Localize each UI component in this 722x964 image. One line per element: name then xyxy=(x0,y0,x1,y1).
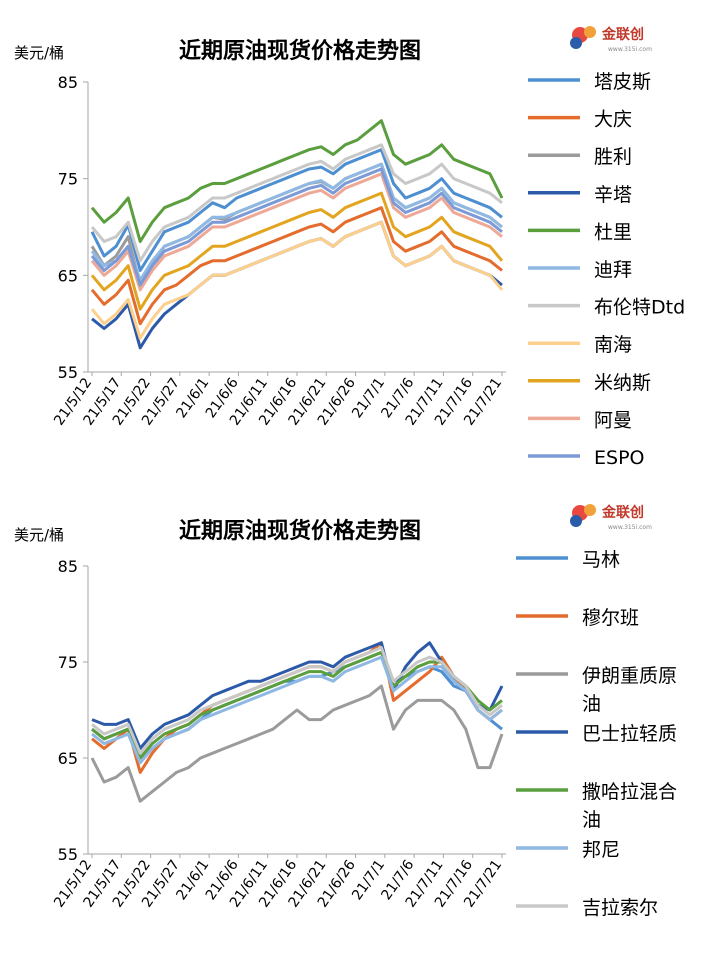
logo-mark-orange xyxy=(584,504,596,516)
legend-label-line: 伊朗重质原 xyxy=(582,665,677,687)
legend-label-line: 油 xyxy=(582,809,601,831)
legend-label: 南海 xyxy=(594,334,632,356)
legend-label: 辛塔 xyxy=(594,184,632,206)
logo-mark-blue xyxy=(570,37,582,49)
series-line-5 xyxy=(90,119,504,243)
legend-label: 布伦特Dtd xyxy=(594,297,685,319)
legend-label: 迪拜 xyxy=(594,259,632,281)
logo-sub: www.315i.com xyxy=(608,46,652,53)
series-line-8 xyxy=(90,220,504,340)
legend-label: 穆尔班 xyxy=(582,607,639,629)
logo-text: 金联创 xyxy=(601,26,644,43)
brand-logo: 金联创 www.315i.com xyxy=(570,26,652,53)
chart-title: 近期原油现货价格走势图 xyxy=(179,518,421,544)
series-line-11 xyxy=(90,167,503,287)
y-tick-label: 65 xyxy=(58,749,78,768)
legend-label: 大庆 xyxy=(594,109,632,131)
logo-mark-blue xyxy=(570,515,582,527)
series-line-6 xyxy=(91,655,503,765)
legend-label: 塔皮斯 xyxy=(594,71,651,93)
plot-area: 5565758521/5/1221/5/1721/5/2221/5/2721/6… xyxy=(51,557,506,911)
series-line-9 xyxy=(90,191,504,311)
legend-label: 阿曼 xyxy=(594,409,632,431)
y-axis-label: 美元/桶 xyxy=(14,44,64,62)
logo-text: 金联创 xyxy=(601,504,644,521)
legend-label: ESPO xyxy=(594,447,644,469)
series-line-5 xyxy=(91,650,503,760)
chart-top: 近期原油现货价格走势图 美元/桶 金联创 www.315i.com 55 65 75… xyxy=(14,26,685,469)
legend-label-line: 油 xyxy=(582,693,601,715)
y-tick-label: 55 xyxy=(58,363,78,382)
legend-label: 巴士拉轻质 xyxy=(582,723,677,745)
y-tick-label: 55 xyxy=(58,845,78,864)
logo-mark-orange xyxy=(584,26,596,38)
series-line-1 xyxy=(90,148,503,272)
brand-logo: 金联创 www.315i.com xyxy=(570,504,652,531)
y-tick-label: 85 xyxy=(58,557,78,576)
plot-area: 5565758521/5/1221/5/1721/5/2221/5/2721/6… xyxy=(51,73,506,429)
legend-label: 邦尼 xyxy=(582,839,620,861)
legend-label: 吉拉索尔 xyxy=(582,897,658,919)
y-tick-label: 65 xyxy=(58,266,78,285)
series-line-4 xyxy=(91,641,504,750)
legend-label: 撒哈拉混合油 xyxy=(582,781,677,831)
series-line-10 xyxy=(90,172,503,292)
y-tick-label: 85 xyxy=(58,73,78,92)
series-line-3 xyxy=(90,684,504,803)
legend-label: 马林 xyxy=(582,549,620,571)
chart-panel-top: 近期原油现货价格走势图 美元/桶 金联创 www.315i.com 55 65 75… xyxy=(14,26,685,469)
series-line-7 xyxy=(91,646,503,755)
chart-panel-bottom: 近期原油现货价格走势图 美元/桶 金联创 www.315i.com 55 65 75… xyxy=(0,482,722,964)
series-line-2 xyxy=(90,206,503,326)
series-line-6 xyxy=(90,162,503,282)
series-line-7 xyxy=(90,143,503,263)
legend-label-line: 撒哈拉混合 xyxy=(582,781,677,803)
legend-label: 米纳斯 xyxy=(594,372,651,394)
y-axis-label: 美元/桶 xyxy=(14,526,64,544)
legend-label: 胜利 xyxy=(594,146,632,168)
legend-label: 杜里 xyxy=(594,221,632,243)
y-tick-label: 75 xyxy=(58,653,78,672)
chart-bottom: 近期原油现货价格走势图 美元/桶 金联创 www.315i.com 55 65 75… xyxy=(14,504,677,919)
legend-label: 伊朗重质原油 xyxy=(582,665,677,715)
logo-sub: www.315i.com xyxy=(608,524,652,531)
chart-title: 近期原油现货价格走势图 xyxy=(179,38,421,64)
y-tick-label: 75 xyxy=(58,170,78,189)
